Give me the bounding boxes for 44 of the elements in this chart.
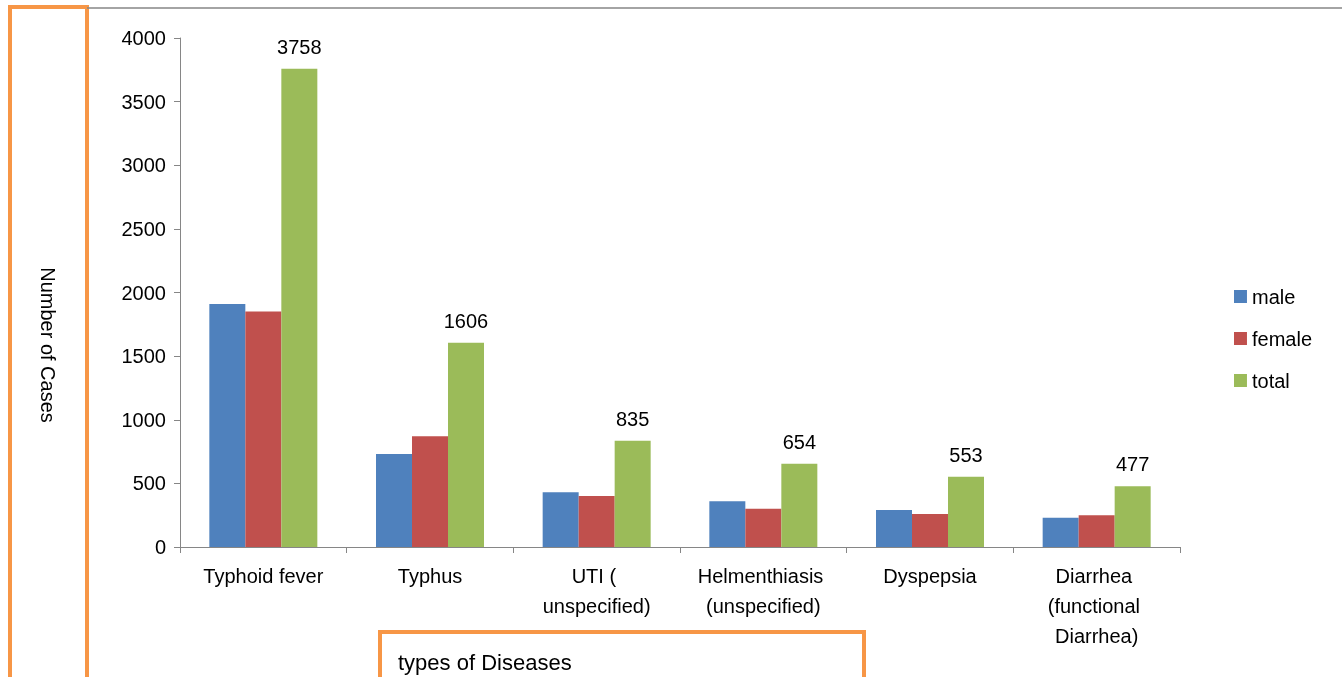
legend-label: male (1251, 285, 1296, 308)
bar (1078, 515, 1115, 547)
data-label: 3758 (277, 35, 322, 58)
data-label: 1606 (443, 309, 489, 332)
bar (542, 492, 579, 547)
x-tick-label: Typhoid fever (203, 565, 324, 587)
x-tick-label: Dyspepsia (883, 565, 978, 587)
bar (876, 510, 912, 547)
bar (209, 303, 246, 547)
bar (578, 496, 615, 547)
y-tick-label: 2000 (121, 281, 166, 304)
y-tick-label: 3000 (121, 154, 166, 177)
y-tick-label: 0 (154, 536, 166, 558)
y-tick-label: 3500 (121, 90, 166, 113)
bar (448, 342, 484, 547)
y-tick-label: 2500 (121, 217, 166, 240)
data-label: 553 (949, 443, 983, 466)
bar (412, 436, 448, 547)
x-tick-label: Typhus (397, 565, 463, 587)
y-tick-label: 1000 (121, 408, 166, 431)
x-tick-label: Helmenthiasis (unspecified) (697, 565, 829, 617)
bar (281, 68, 318, 547)
data-label: 477 (1115, 453, 1150, 476)
bar (912, 513, 948, 547)
legend-label: female (1251, 327, 1312, 350)
bar (781, 463, 818, 547)
bar (1114, 486, 1151, 547)
legend-label: total (1251, 369, 1290, 392)
bar (376, 454, 412, 547)
x-tick-label: UTI ( unspecified) (542, 565, 651, 617)
data-label: 654 (782, 430, 817, 453)
x-axis-title: types of Diseases (398, 649, 572, 675)
data-label: 835 (615, 407, 650, 430)
y-tick-label: 1500 (121, 345, 166, 368)
bar (745, 508, 782, 547)
bar (948, 476, 984, 547)
y-axis-title: Number of Cases (37, 267, 59, 423)
y-tick-label: 500 (132, 472, 166, 495)
bar (245, 311, 282, 547)
bar (614, 440, 651, 547)
bar (1042, 517, 1079, 547)
bar (709, 501, 746, 547)
y-tick-label: 4000 (121, 27, 166, 49)
x-tick-label: Diarrhea (functional Diarrhea) (1047, 565, 1146, 647)
